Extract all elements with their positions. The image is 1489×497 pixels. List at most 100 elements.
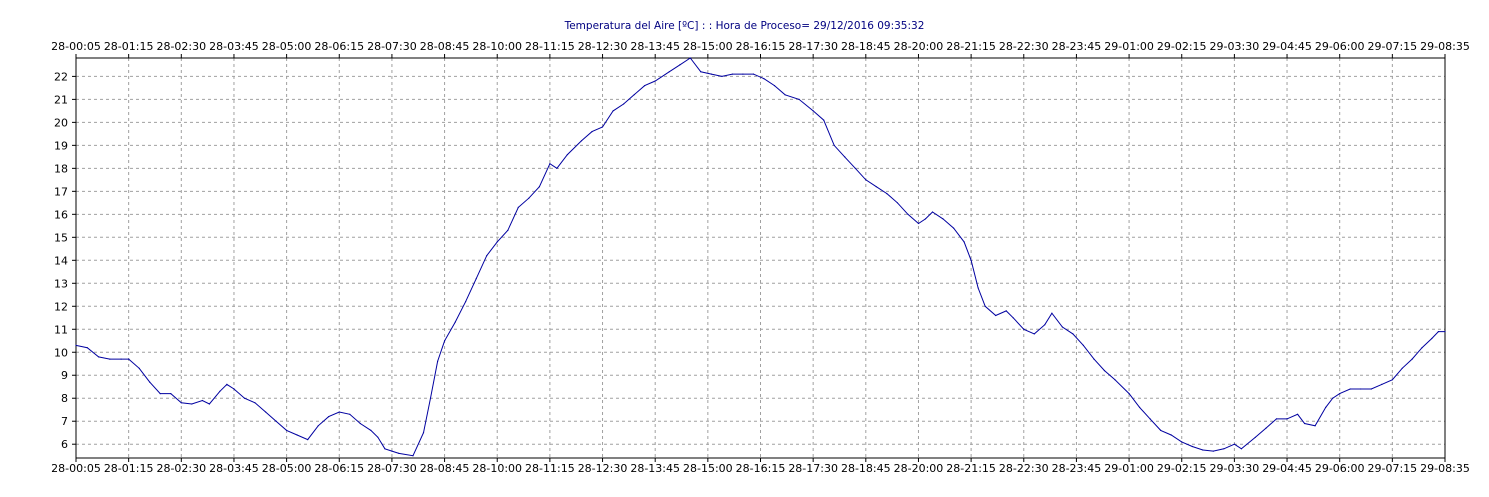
temperature-data-point: [538, 186, 541, 188]
temperature-data-point: [1437, 331, 1439, 333]
temperature-data-point: [1275, 418, 1278, 420]
temperature-data-point: [1044, 324, 1046, 326]
temperature-data-point: [977, 287, 979, 289]
temperature-data-point: [109, 358, 111, 360]
temperature-data-point: [1093, 358, 1095, 360]
temperature-data-point: [454, 321, 456, 323]
x-tick-label-top: 28-08:45: [420, 40, 470, 53]
temperature-data-point: [191, 403, 193, 405]
temperature-data-point: [896, 202, 899, 204]
x-tick-label-top: 29-03:30: [1210, 40, 1260, 53]
temperature-data-point: [654, 80, 656, 82]
y-tick-label: 13: [54, 277, 68, 290]
temperature-data-point: [1240, 448, 1242, 450]
chart-title: Temperatura del Aire [ºC] : : Hora de Pr…: [564, 20, 925, 32]
temperature-data-point: [1170, 434, 1172, 436]
temperature-data-point: [1265, 427, 1267, 429]
temperature-data-point: [823, 119, 825, 121]
temperature-data-point: [370, 429, 372, 431]
temperature-data-point: [995, 314, 997, 317]
x-tick-label-bottom: 28-13:45: [630, 462, 680, 475]
temperature-data-point: [1149, 418, 1151, 420]
temperature-data-point: [773, 85, 776, 87]
temperature-data-point: [201, 399, 203, 402]
temperature-data-point: [328, 416, 330, 418]
temperature-data-point: [644, 85, 646, 87]
y-tick-label: 20: [54, 116, 68, 129]
x-tick-label-top: 28-20:00: [894, 40, 944, 53]
temperature-data-point: [953, 227, 955, 229]
temperature-data-point: [98, 356, 100, 358]
temperature-data-point: [689, 57, 691, 59]
temperature-data-point: [924, 218, 927, 220]
x-tick-label-top: 29-07:15: [1368, 40, 1418, 53]
x-tick-label-top: 28-13:45: [630, 40, 680, 53]
y-tick-label: 15: [54, 231, 68, 244]
x-tick-label-top: 28-02:30: [156, 40, 206, 53]
temperature-data-point: [275, 420, 277, 422]
temperature-data-point: [475, 278, 477, 280]
temperature-data-point: [601, 126, 604, 128]
temperature-data-point: [668, 71, 670, 73]
temperature-data-point: [591, 131, 593, 133]
temperature-data-point: [623, 103, 625, 105]
x-tick-label-bottom: 28-15:00: [683, 462, 733, 475]
temperature-data-point: [1005, 310, 1007, 312]
temperature-data-point: [1444, 331, 1446, 333]
y-tick-label: 6: [61, 438, 68, 451]
x-tick-label-top: 28-07:30: [367, 40, 417, 53]
temperature-data-point: [377, 436, 379, 438]
temperature-data-point: [517, 206, 519, 208]
x-tick-label-bottom: 28-06:15: [314, 462, 364, 475]
y-tick-label: 21: [54, 93, 68, 106]
plot-frame: [75, 57, 1446, 459]
x-tick-label-top: 28-05:00: [262, 40, 312, 53]
x-tick-label-top: 28-21:15: [946, 40, 996, 53]
y-tick-label: 18: [54, 162, 68, 175]
y-tick-label: 16: [54, 208, 68, 221]
temperature-data-point: [1370, 388, 1372, 390]
temperature-data-point: [721, 75, 723, 77]
temperature-data-point: [1061, 326, 1063, 328]
temperature-data-point: [784, 94, 786, 96]
x-tick-label-bottom: 28-18:45: [841, 462, 891, 475]
temperature-data-point: [752, 73, 755, 75]
temperature-data-point: [412, 455, 414, 457]
temperature-data-point: [384, 448, 386, 450]
temperature-data-point: [507, 229, 509, 231]
temperature-data-point: [180, 402, 182, 404]
x-tick-label-bottom: 28-00:05: [51, 462, 101, 475]
x-tick-label-top: 29-04:45: [1262, 40, 1312, 53]
x-tick-label-top: 28-15:00: [683, 40, 733, 53]
temperature-data-point: [942, 218, 944, 220]
temperature-data-point: [1401, 367, 1403, 369]
temperature-data-point: [296, 434, 298, 436]
temperature-data-point: [1212, 450, 1214, 452]
x-tick-label-bottom: 28-08:45: [420, 462, 470, 475]
x-tick-label-top: 28-22:30: [999, 40, 1049, 53]
temperature-data-point: [798, 98, 800, 100]
x-tick-label-bottom: 28-20:00: [894, 462, 944, 475]
y-tick-label: 8: [61, 392, 68, 405]
temperature-data-point: [984, 305, 986, 307]
x-tick-label-bottom: 29-01:00: [1104, 462, 1154, 475]
temperature-data-point: [429, 397, 432, 399]
temperature-data-point: [528, 197, 530, 199]
y-tick-label: 10: [54, 346, 68, 359]
temperature-data-point: [243, 397, 246, 399]
temperature-data-point: [917, 222, 920, 225]
temperature-data-point: [338, 411, 340, 413]
temperature-data-point: [496, 241, 498, 243]
x-tick-label-bottom: 28-21:15: [946, 462, 996, 475]
temperature-data-point: [465, 301, 467, 303]
temperature-data-point: [812, 110, 814, 112]
x-tick-label-bottom: 28-17:30: [788, 462, 838, 475]
temperature-data-point: [208, 403, 210, 405]
x-tick-label-bottom: 29-04:45: [1262, 462, 1312, 475]
temperature-data-point: [159, 393, 161, 395]
x-tick-label-bottom: 29-08:35: [1420, 462, 1470, 475]
x-tick-label-bottom: 28-03:45: [209, 462, 259, 475]
y-tick-label: 17: [54, 185, 68, 198]
temperature-data-point: [317, 425, 319, 427]
